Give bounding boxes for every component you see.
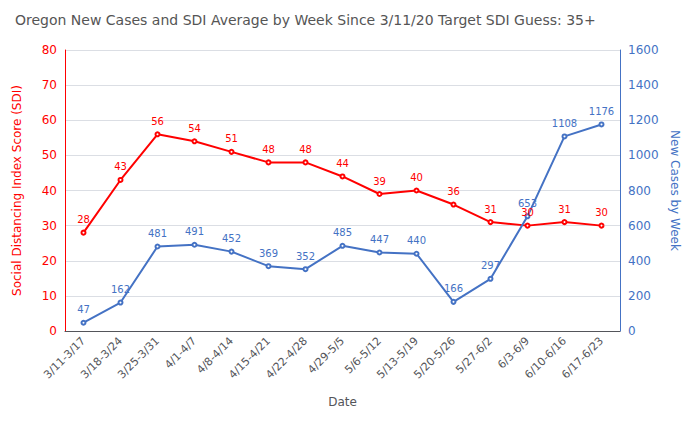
svg-text:166: 166 — [444, 283, 463, 294]
svg-text:447: 447 — [370, 234, 389, 245]
svg-text:5/20-5/26: 5/20-5/26 — [411, 334, 458, 381]
svg-text:31: 31 — [484, 204, 497, 215]
svg-text:5/6-5/12: 5/6-5/12 — [342, 334, 385, 377]
svg-text:452: 452 — [222, 233, 241, 244]
svg-text:4/15-4/21: 4/15-4/21 — [226, 334, 274, 382]
svg-text:200: 200 — [628, 289, 651, 303]
svg-text:1600: 1600 — [628, 43, 659, 57]
svg-text:70: 70 — [42, 78, 57, 92]
svg-text:4/22-4/28: 4/22-4/28 — [263, 334, 310, 381]
svg-text:10: 10 — [42, 289, 57, 303]
svg-text:6/17-6/23: 6/17-6/23 — [559, 334, 606, 381]
svg-text:28: 28 — [77, 214, 90, 225]
svg-text:51: 51 — [225, 133, 238, 144]
svg-text:30: 30 — [42, 219, 57, 233]
svg-text:369: 369 — [259, 248, 278, 259]
svg-text:44: 44 — [336, 158, 349, 169]
svg-text:485: 485 — [333, 227, 352, 238]
svg-text:4/1-4/7: 4/1-4/7 — [162, 334, 199, 371]
svg-text:352: 352 — [296, 251, 315, 262]
svg-text:80: 80 — [42, 43, 57, 57]
svg-text:54: 54 — [188, 123, 201, 134]
svg-text:491: 491 — [185, 226, 204, 237]
svg-text:30: 30 — [521, 207, 534, 219]
svg-text:36: 36 — [447, 186, 460, 197]
svg-text:1000: 1000 — [628, 148, 659, 162]
svg-text:0: 0 — [49, 324, 57, 338]
svg-text:481: 481 — [148, 228, 167, 239]
svg-text:43: 43 — [114, 161, 127, 172]
svg-text:6/3-6/9: 6/3-6/9 — [495, 334, 532, 371]
svg-text:1200: 1200 — [628, 113, 659, 127]
svg-text:40: 40 — [42, 184, 57, 198]
svg-text:6/10-6/16: 6/10-6/16 — [522, 334, 570, 382]
svg-text:800: 800 — [628, 184, 651, 198]
svg-text:1176: 1176 — [589, 106, 614, 117]
svg-text:3/18-3/24: 3/18-3/24 — [78, 334, 126, 382]
svg-text:0: 0 — [628, 324, 636, 338]
svg-text:Oregon New Cases and SDI Avera: Oregon New Cases and SDI Average by Week… — [15, 12, 596, 28]
svg-text:3/11-3/17: 3/11-3/17 — [41, 334, 89, 382]
svg-text:5/27-6/2: 5/27-6/2 — [453, 334, 495, 376]
svg-text:48: 48 — [262, 144, 275, 155]
svg-text:4/29-5/5: 4/29-5/5 — [305, 334, 347, 376]
svg-text:30: 30 — [595, 207, 608, 218]
svg-text:3/25-3/31: 3/25-3/31 — [115, 334, 162, 381]
svg-text:1108: 1108 — [552, 118, 577, 129]
svg-text:162: 162 — [111, 284, 130, 295]
svg-text:440: 440 — [407, 235, 426, 246]
svg-text:5/13-5/19: 5/13-5/19 — [374, 334, 422, 382]
svg-text:4/8-4/14: 4/8-4/14 — [194, 334, 237, 377]
svg-text:20: 20 — [42, 254, 57, 268]
svg-text:56: 56 — [151, 116, 164, 127]
svg-text:39: 39 — [373, 176, 386, 187]
svg-text:600: 600 — [628, 219, 651, 233]
svg-text:297: 297 — [481, 260, 500, 271]
svg-text:Social Distancing Index Score: Social Distancing Index Score (SDI) — [10, 85, 24, 296]
svg-text:40: 40 — [410, 172, 423, 183]
svg-text:31: 31 — [558, 204, 571, 215]
svg-text:48: 48 — [299, 144, 312, 155]
svg-text:400: 400 — [628, 254, 651, 268]
svg-text:Date: Date — [328, 395, 357, 409]
svg-text:653: 653 — [518, 198, 537, 209]
svg-text:New Cases by Week: New Cases by Week — [668, 130, 682, 251]
svg-text:47: 47 — [77, 304, 90, 315]
svg-text:1400: 1400 — [628, 78, 659, 92]
svg-text:60: 60 — [42, 113, 57, 127]
svg-text:50: 50 — [42, 148, 57, 162]
